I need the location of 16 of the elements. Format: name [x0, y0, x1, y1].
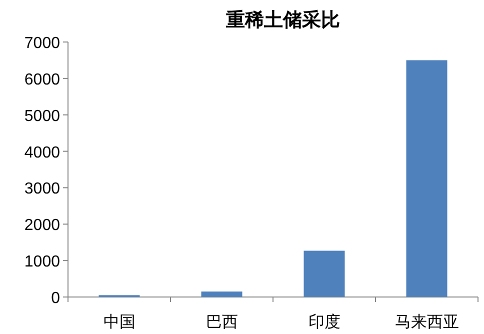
- bar: [304, 250, 345, 297]
- chart-title: 重稀土储采比: [225, 9, 340, 31]
- y-tick-label: 1000: [24, 254, 60, 271]
- x-tick-label: 马来西亚: [394, 313, 459, 331]
- y-tick-label: 4000: [24, 144, 60, 162]
- bar: [201, 292, 242, 297]
- y-tick-label: 2000: [24, 217, 60, 234]
- x-tick-label: 巴西: [206, 314, 238, 331]
- x-tick-label: 中国: [103, 313, 136, 331]
- y-tick-label: 3000: [24, 180, 60, 198]
- y-tick-label: 7000: [24, 35, 60, 52]
- y-tick-label: 0: [51, 290, 60, 307]
- y-tick-label: 5000: [24, 108, 60, 125]
- x-tick-label: 印度: [308, 313, 340, 331]
- bar: [406, 60, 448, 297]
- y-tick-label: 6000: [24, 71, 60, 88]
